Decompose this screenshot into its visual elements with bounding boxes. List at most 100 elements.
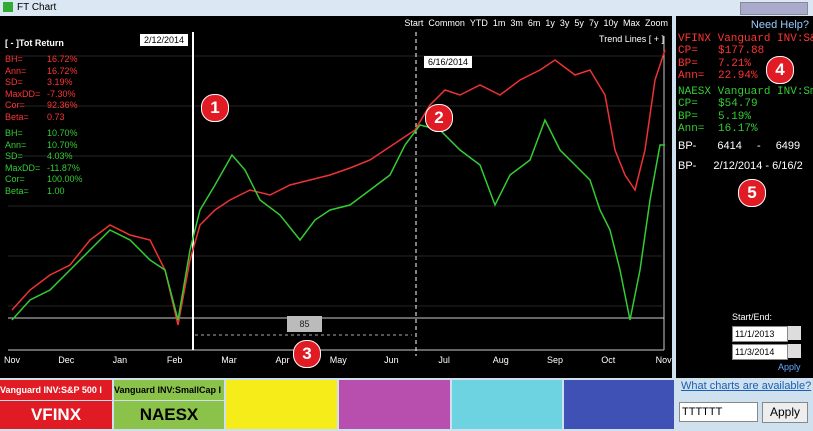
stat-label: Beta=: [5, 185, 29, 196]
bp-dates: BP- 2/12/2014 - 6/16/2: [678, 160, 803, 172]
help-link[interactable]: Need Help?: [750, 19, 809, 31]
vfinx-line: [11, 49, 666, 326]
stat-value: -11.87%: [47, 162, 80, 173]
stat-label: BH=: [5, 128, 23, 138]
chart-area: 2/12/2014 6/16/2014 85 Start Common YTD 1m 3…: [0, 16, 672, 378]
marker-label: 2/12/2014: [140, 34, 189, 46]
stat-label: BP=: [678, 110, 698, 123]
stat-value: 10.70%: [47, 128, 78, 138]
annotation-badge: 3: [293, 340, 321, 368]
stat-label: MaxDD=: [5, 88, 41, 99]
range-button[interactable]: 1m: [492, 18, 506, 28]
month-label: Mar: [221, 355, 237, 365]
range-button[interactable]: 5y: [574, 18, 584, 28]
legend-slot[interactable]: [226, 380, 337, 429]
month-label: Jun: [384, 355, 399, 365]
month-label: Nov: [4, 355, 21, 365]
title-bar: FT Chart: [0, 0, 813, 16]
grid: [8, 55, 662, 307]
bar-label: 85: [287, 316, 322, 332]
legend-slot[interactable]: [452, 380, 562, 429]
range-button[interactable]: Max: [622, 18, 640, 28]
label: BP-: [678, 160, 697, 172]
legend-strip: Vanguard INV:S&P 500 I VFINX Vanguard IN…: [0, 380, 676, 431]
fund1-name: VFINX Vanguard INV:S&P: [678, 33, 813, 45]
legend-ticker[interactable]: NAESX: [114, 401, 224, 429]
range-button[interactable]: 3m: [510, 18, 523, 28]
annotation-badge: 5: [738, 179, 766, 207]
month-label: Nov: [655, 355, 672, 365]
stats-header[interactable]: [ - ]Tot Return: [5, 38, 64, 48]
month-label: Apr: [275, 355, 290, 365]
stat-value: $54.79: [718, 98, 758, 110]
end-date[interactable]: 11/3/2014: [732, 344, 788, 360]
stat-value: 16.72%: [47, 65, 78, 76]
start-end-label: Start/End:: [732, 312, 773, 322]
stat-value: 0.73: [47, 111, 65, 122]
annotation-badge: 2: [425, 104, 453, 132]
stat-label: SD=: [5, 77, 23, 87]
legend-name[interactable]: Vanguard INV:S&P 500 I: [0, 380, 112, 400]
side-panel: Need Help? VFINX Vanguard INV:S&P CP= $17…: [676, 16, 813, 431]
month-label: Oct: [601, 355, 616, 365]
stat-label: CP=: [678, 45, 698, 57]
chart: [8, 32, 666, 356]
ticker-input[interactable]: TTTTTT: [679, 402, 758, 422]
range-button[interactable]: Common: [428, 18, 465, 28]
stat-value: $177.88: [718, 45, 765, 57]
start-date[interactable]: 11/1/2013: [732, 326, 788, 342]
label: BP-: [678, 140, 697, 152]
legend-slot[interactable]: [339, 380, 450, 429]
stat-value: 10.70%: [47, 139, 78, 150]
range-button[interactable]: 7y: [588, 18, 599, 28]
stat-label: SD=: [5, 151, 23, 161]
trend-lines[interactable]: Trend Lines [ + ]: [599, 34, 664, 44]
stat-label: Ann=: [678, 123, 705, 135]
range-button[interactable]: Start: [404, 18, 424, 28]
month-label: Sep: [547, 355, 564, 365]
dash: -: [756, 140, 761, 152]
stat-label: BH=: [5, 54, 23, 64]
window-controls[interactable]: [740, 2, 808, 15]
legend-slot[interactable]: [564, 380, 674, 429]
bp-range: BP- 6414 - 6499: [678, 140, 800, 152]
stat-label: Beta=: [5, 111, 29, 122]
apply-link[interactable]: Apply: [778, 362, 801, 372]
annotation-badge: 1: [201, 94, 229, 122]
stat-value: 16.72%: [47, 54, 78, 64]
range-button[interactable]: YTD: [469, 18, 488, 28]
calendar-icon[interactable]: [788, 326, 801, 340]
stat-value: 22.94%: [718, 70, 758, 82]
naesx-line: [11, 118, 665, 321]
value: 2/12/2014 - 6/16/2: [713, 160, 803, 172]
month-label: Feb: [166, 355, 183, 365]
stat-label: BP=: [678, 57, 698, 70]
range-button[interactable]: Zoom: [644, 18, 668, 28]
month-label: Aug: [492, 355, 509, 365]
stat-label: CP=: [678, 98, 698, 110]
legend-name[interactable]: Vanguard INV:SmallCap I: [114, 380, 224, 400]
charts-link[interactable]: What charts are available?: [681, 380, 812, 392]
range-button[interactable]: 3y: [559, 18, 570, 28]
stat-value: 3.19%: [47, 77, 73, 87]
legend-ticker[interactable]: VFINX: [0, 401, 112, 429]
stat-value: 4.03%: [47, 151, 73, 161]
apply-button[interactable]: Apply: [762, 402, 808, 423]
stat-label: MaxDD=: [5, 162, 41, 173]
stat-value: 5.19%: [718, 110, 752, 123]
month-label: Jan: [112, 355, 128, 365]
range-button[interactable]: 1y: [545, 18, 555, 28]
stat-value: 7.21%: [718, 57, 752, 70]
range-button[interactable]: 6m: [527, 18, 541, 28]
stat-label: Ann=: [5, 139, 27, 150]
stat-label: Ann=: [678, 70, 705, 82]
stat-label: Cor=: [5, 174, 25, 184]
stat-label: Ann=: [5, 65, 27, 76]
fund2-name: NAESX Vanguard INV:Sma: [678, 86, 813, 98]
month-label: Jul: [438, 355, 450, 365]
app-icon: [3, 2, 13, 12]
range-button[interactable]: 10y: [603, 18, 618, 28]
stat-value: 100.00%: [47, 174, 83, 184]
calendar-icon[interactable]: [788, 344, 801, 358]
value: 6499: [775, 140, 801, 152]
